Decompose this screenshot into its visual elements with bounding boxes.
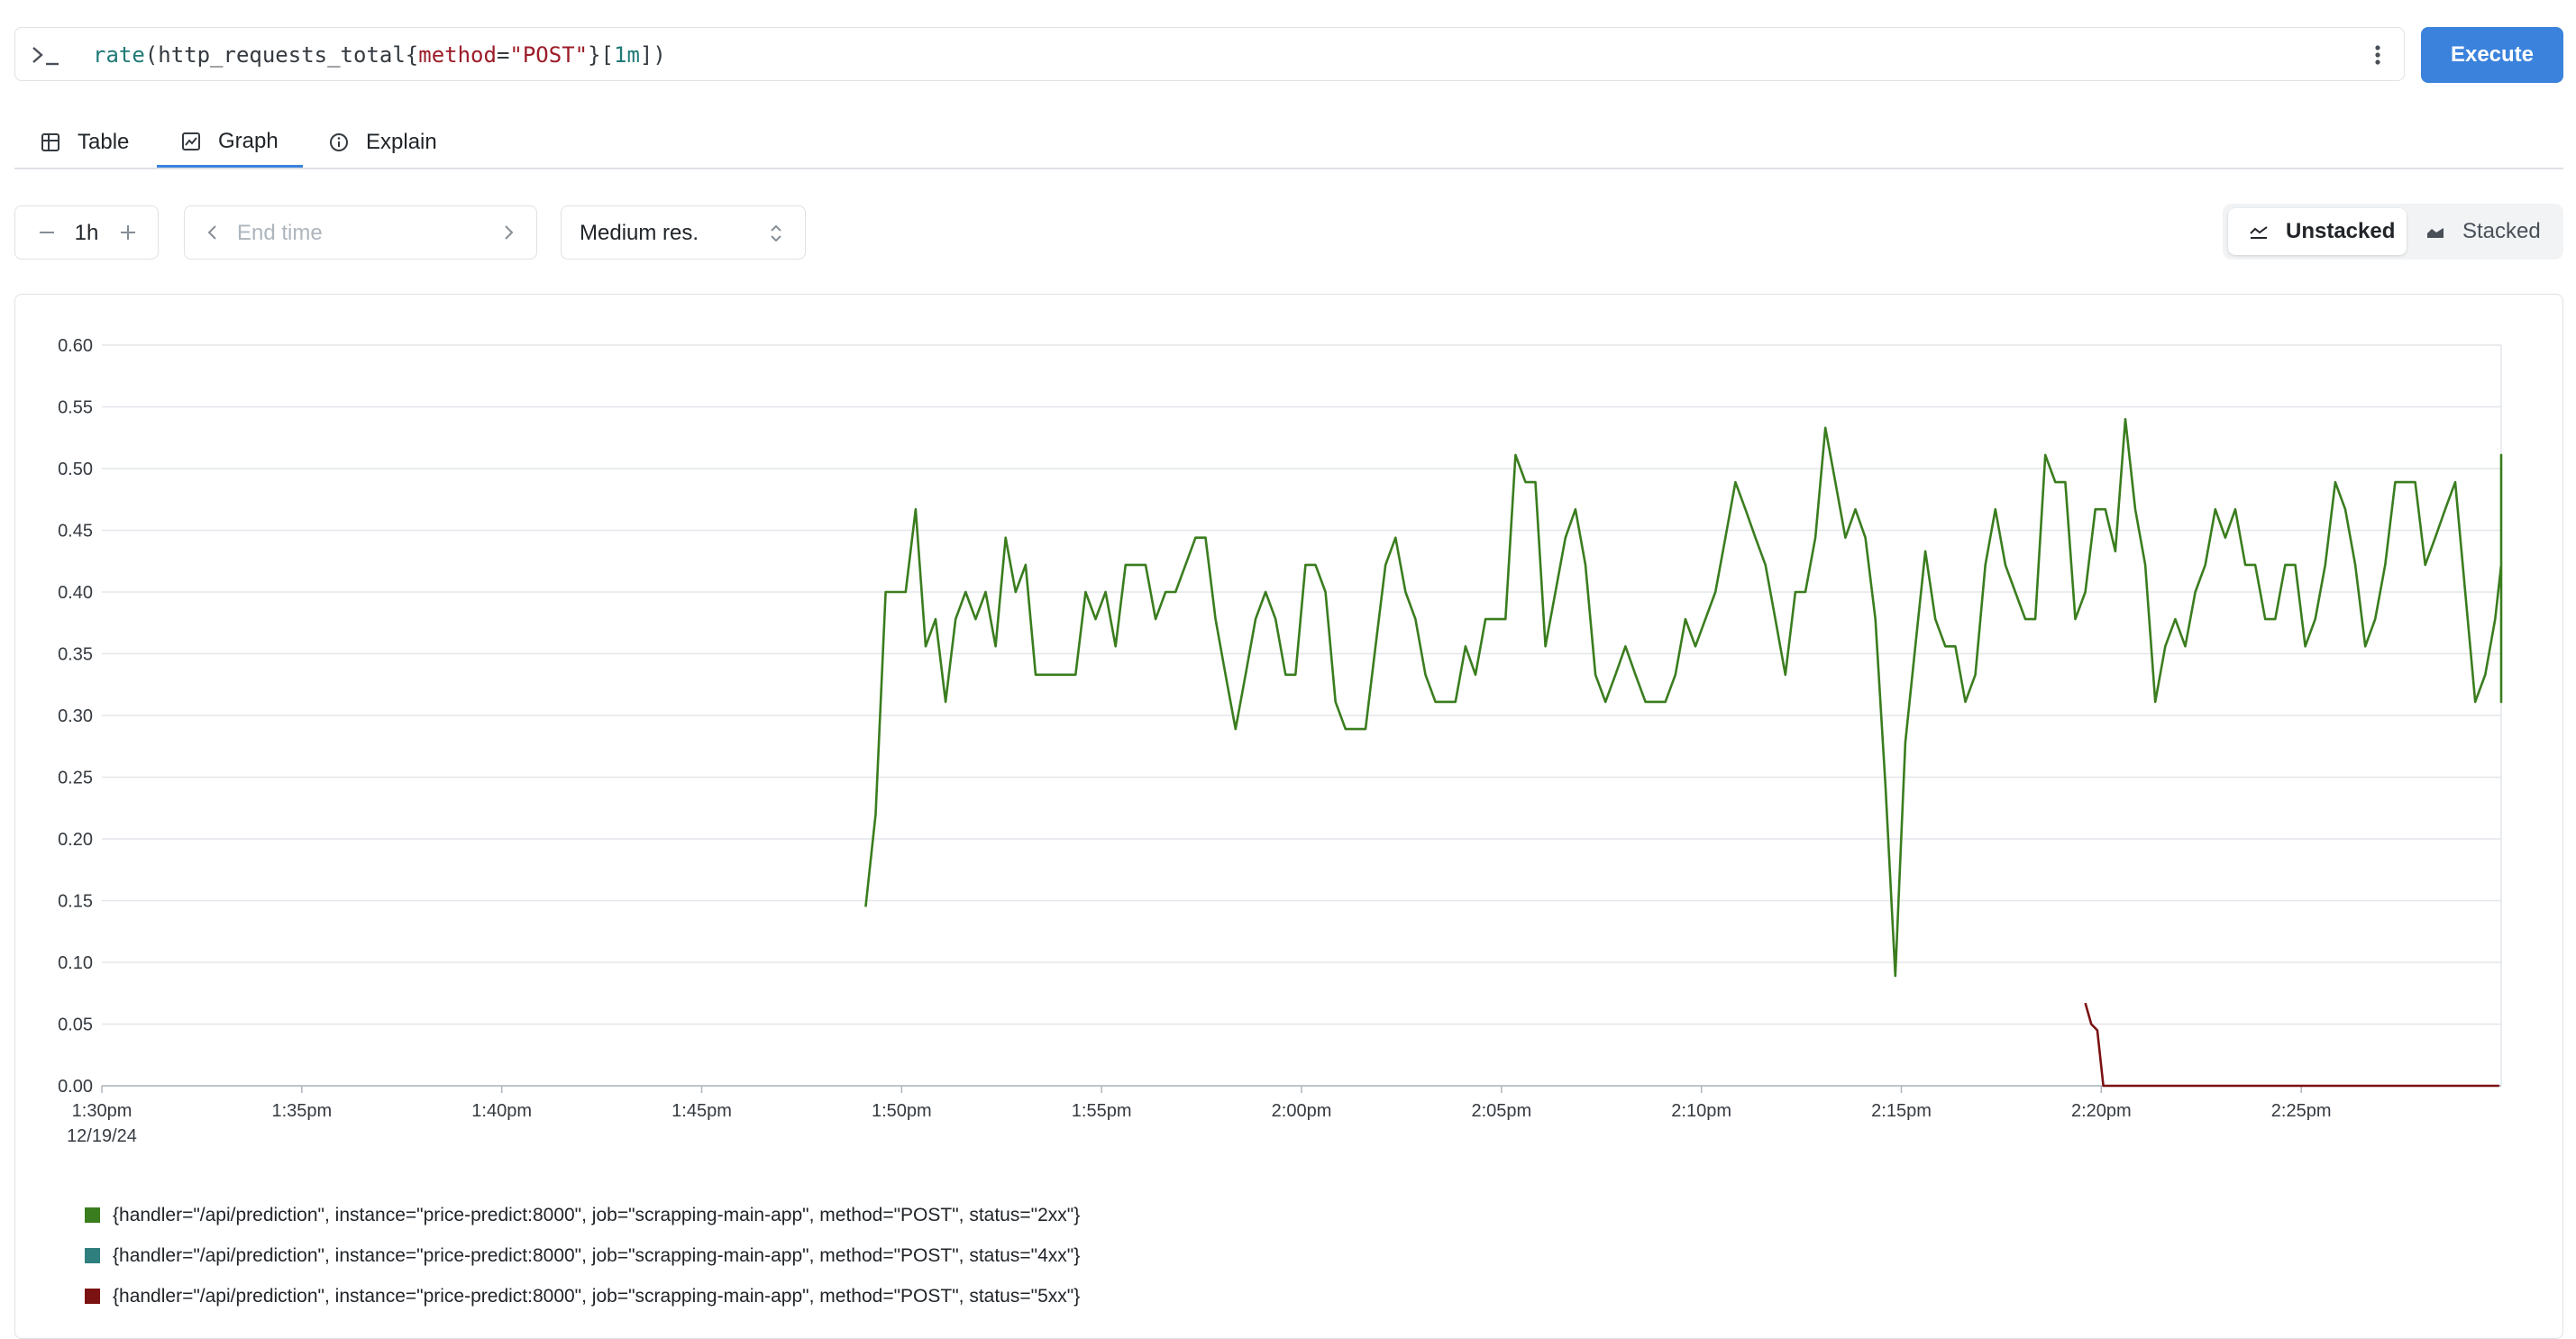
- end-time-input[interactable]: [235, 217, 482, 250]
- view-tabs: Table Graph Explain: [14, 117, 2563, 169]
- chart-legend: {handler="/api/prediction", instance="pr…: [85, 1195, 1080, 1316]
- legend-swatch: [85, 1248, 100, 1263]
- y-tick-label: 0.20: [58, 830, 93, 850]
- y-tick-label: 0.50: [58, 460, 93, 479]
- legend-label: {handler="/api/prediction", instance="pr…: [113, 1244, 1081, 1266]
- query-label-name: method: [418, 42, 497, 68]
- unstacked-chart-icon: [2250, 226, 2268, 239]
- info-icon: [330, 133, 348, 151]
- y-tick-label: 0.55: [58, 398, 93, 418]
- query-editor[interactable]: rate(http_requests_total{method="POST"}[…: [14, 27, 2405, 81]
- legend-swatch: [85, 1289, 100, 1304]
- chevron-right-icon[interactable]: [498, 223, 518, 242]
- y-tick-label: 0.05: [58, 1016, 93, 1035]
- x-tick-label: 1:45pm: [671, 1101, 732, 1121]
- y-tick-label: 0.60: [58, 336, 93, 356]
- x-tick-label: 2:10pm: [1671, 1101, 1731, 1121]
- y-tick-label: 0.00: [58, 1077, 93, 1097]
- time-series-chart[interactable]: 0.00 0.05 0.10 0.15 0.20 0.25 0.30 0.35 0.40 0.45…: [15, 295, 2564, 1196]
- legend-item[interactable]: {handler="/api/prediction", instance="pr…: [85, 1195, 1080, 1235]
- x-tick-label: 1:40pm: [471, 1101, 532, 1121]
- x-tick-label: 1:55pm: [1072, 1101, 1132, 1121]
- unstacked-label: Unstacked: [2286, 219, 2396, 243]
- legend-label: {handler="/api/prediction", instance="pr…: [113, 1204, 1081, 1225]
- x-tick-date-label: 12/19/24: [67, 1126, 137, 1146]
- graph-panel: 0.00 0.05 0.10 0.15 0.20 0.25 0.30 0.35 0.40 0.45…: [14, 294, 2563, 1339]
- y-tick-label: 0.30: [58, 706, 93, 726]
- y-tick-label: 0.40: [58, 583, 93, 603]
- legend-swatch: [85, 1207, 100, 1223]
- x-tick-label: 2:20pm: [2071, 1101, 2132, 1121]
- x-tick-label: 2:15pm: [1871, 1101, 1932, 1121]
- series-line-2: [2084, 1002, 2499, 1088]
- tab-explain-label: Explain: [366, 130, 437, 154]
- query-range: 1m: [614, 42, 640, 68]
- end-time-control: [184, 205, 537, 260]
- stacked-chart-icon: [2427, 228, 2444, 238]
- tab-table[interactable]: Table: [40, 117, 129, 168]
- graph-icon: [182, 132, 200, 150]
- more-options-icon[interactable]: [2364, 41, 2391, 69]
- stacked-button[interactable]: Stacked: [2414, 208, 2558, 255]
- stacked-label: Stacked: [2462, 219, 2541, 243]
- resolution-value: Medium res.: [580, 221, 699, 245]
- query-text[interactable]: rate(http_requests_total{method="POST"}[…: [93, 42, 666, 68]
- x-tick-label: 2:25pm: [2271, 1101, 2332, 1121]
- y-tick-label: 0.10: [58, 953, 93, 973]
- x-tick-label: 2:00pm: [1272, 1101, 1332, 1121]
- chevron-left-icon[interactable]: [203, 223, 223, 242]
- y-tick-label: 0.15: [58, 892, 93, 912]
- tab-graph-label: Graph: [218, 128, 279, 153]
- resolution-select[interactable]: Medium res.: [561, 205, 806, 260]
- tab-table-label: Table: [78, 130, 130, 154]
- range-control: 1h: [14, 205, 159, 260]
- terminal-prompt-icon: [32, 47, 59, 66]
- chevron-up-down-icon: [771, 224, 781, 242]
- legend-item[interactable]: {handler="/api/prediction", instance="pr…: [85, 1235, 1080, 1276]
- tab-graph[interactable]: Graph: [157, 117, 303, 168]
- minus-icon[interactable]: [35, 221, 59, 244]
- table-icon: [41, 133, 59, 151]
- query-metric: http_requests_total: [158, 42, 406, 68]
- query-label-value: "POST": [509, 42, 589, 68]
- series-line-0: [864, 417, 2503, 978]
- legend-item[interactable]: {handler="/api/prediction", instance="pr…: [85, 1276, 1080, 1316]
- x-tick-label: 1:35pm: [271, 1101, 332, 1121]
- y-tick-label: 0.45: [58, 522, 93, 542]
- y-tick-label: 0.25: [58, 769, 93, 788]
- x-tick-label: 1:30pm: [72, 1101, 132, 1121]
- query-function: rate: [93, 42, 145, 68]
- y-tick-label: 0.35: [58, 645, 93, 665]
- execute-button[interactable]: Execute: [2421, 27, 2563, 83]
- range-value[interactable]: 1h: [74, 221, 99, 245]
- plus-icon[interactable]: [116, 221, 140, 244]
- stacking-toggle: Unstacked Stacked: [2223, 204, 2563, 260]
- unstacked-button[interactable]: Unstacked: [2228, 208, 2407, 255]
- legend-label: {handler="/api/prediction", instance="pr…: [113, 1285, 1081, 1307]
- x-tick-label: 2:05pm: [1471, 1101, 1531, 1121]
- x-tick-label: 1:50pm: [872, 1101, 932, 1121]
- tab-explain[interactable]: Explain: [328, 117, 437, 168]
